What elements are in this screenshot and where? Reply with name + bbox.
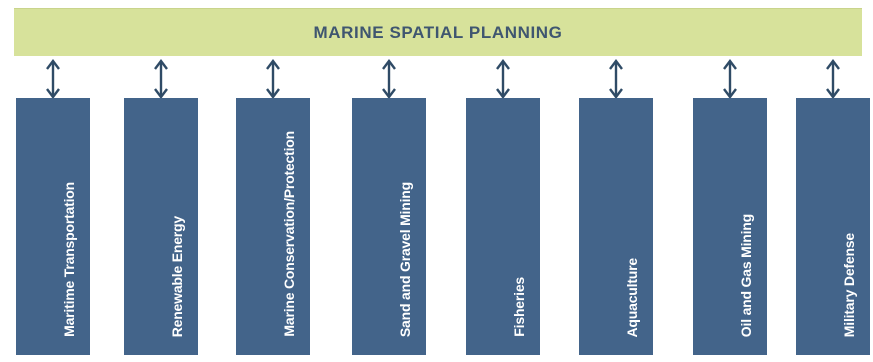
sector-label: Military Defense	[841, 232, 857, 337]
sector-label: Marine Conservation/Protection	[281, 131, 297, 337]
double-arrow-icon	[154, 59, 168, 99]
sector-label: Renewable Energy	[169, 215, 185, 337]
diagram-title: MARINE SPATIAL PLANNING	[313, 22, 563, 42]
sector-label: Oil and Gas Mining	[738, 213, 754, 337]
double-arrow-icon	[46, 59, 60, 99]
double-arrow-icon	[723, 59, 737, 99]
sector-column-renewable-energy: Renewable Energy	[124, 98, 198, 355]
header-bar: MARINE SPATIAL PLANNING	[14, 8, 862, 56]
sector-column-sand-and-gravel-mining: Sand and Gravel Mining	[352, 98, 426, 355]
sector-column-marine-conservation-protection: Marine Conservation/Protection	[236, 98, 310, 355]
sector-label: Maritime Transportation	[61, 182, 77, 337]
sector-column-aquaculture: Aquaculture	[579, 98, 653, 355]
sector-label: Aquaculture	[624, 257, 640, 337]
double-arrow-icon	[826, 59, 840, 99]
double-arrow-icon	[382, 59, 396, 99]
double-arrow-icon	[609, 59, 623, 99]
sector-column-fisheries: Fisheries	[466, 98, 540, 355]
sector-label: Fisheries	[511, 277, 527, 337]
sector-column-oil-and-gas-mining: Oil and Gas Mining	[693, 98, 767, 355]
double-arrow-icon	[496, 59, 510, 99]
double-arrow-icon	[266, 59, 280, 99]
sector-label: Sand and Gravel Mining	[397, 181, 413, 337]
sector-column-military-defense: Military Defense	[796, 98, 870, 355]
sector-column-maritime-transportation: Maritime Transportation	[16, 98, 90, 355]
